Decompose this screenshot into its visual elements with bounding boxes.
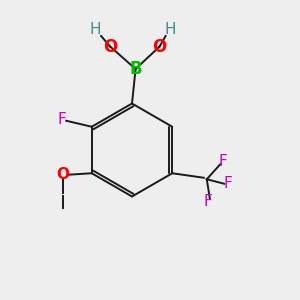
Text: O: O bbox=[103, 38, 117, 56]
Text: F: F bbox=[204, 194, 213, 209]
Text: H: H bbox=[164, 22, 176, 38]
Text: O: O bbox=[57, 167, 70, 182]
Text: F: F bbox=[57, 112, 66, 127]
Text: O: O bbox=[152, 38, 167, 56]
Text: F: F bbox=[224, 176, 232, 191]
Text: H: H bbox=[89, 22, 101, 38]
Text: B: B bbox=[129, 60, 142, 78]
Text: F: F bbox=[219, 154, 228, 169]
